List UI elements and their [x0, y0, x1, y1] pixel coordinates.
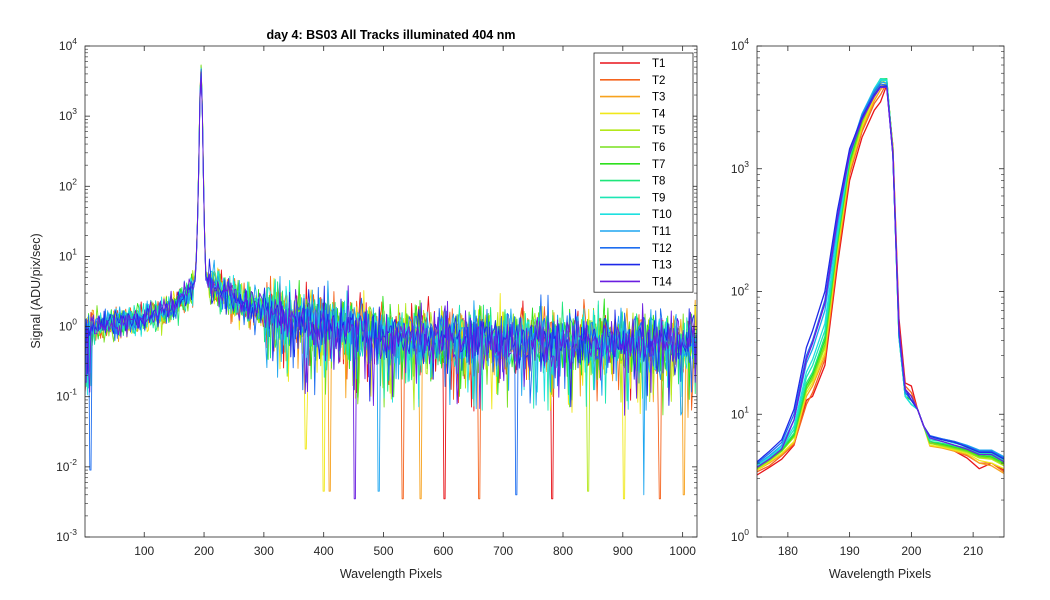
main-y-tick-label: 10-1: [56, 387, 77, 404]
legend-box: [593, 52, 694, 293]
main-y-tick-label: 102: [59, 176, 77, 193]
main-x-tick-label: 600: [433, 544, 453, 558]
legend-label-t8: T8: [652, 176, 665, 188]
zoom-y-tick-label: 100: [731, 527, 749, 544]
main-x-tick-label: 700: [493, 544, 513, 558]
main-y-tick-label: 100: [59, 317, 77, 334]
main-axes: 100 200 300 400 500 600 700 800 900 1000 10-3 10-2 1…: [56, 36, 698, 558]
zoom-y-tick-label: 104: [731, 36, 749, 53]
main-x-tick-label: 900: [613, 544, 633, 558]
legend-label-t7: T7: [652, 159, 665, 171]
main-chart: day 4: BS03 All Tracks illuminated 404 n…: [29, 28, 698, 581]
main-x-tick-label: 300: [254, 544, 274, 558]
legend-label-t11: T11: [652, 226, 671, 238]
zoom-axes: 180 190 200 210 100 101 102 103 104: [731, 36, 1005, 558]
main-frame: [84, 45, 698, 538]
series-line-t12: [85, 68, 697, 496]
legend-label-t5: T5: [652, 125, 665, 137]
zoom-series-line-t14: [757, 86, 1004, 468]
zoom-x-tick-label: 180: [778, 544, 798, 558]
x-axis-label: Wavelength Pixels: [340, 567, 442, 581]
zoom-series-group: [757, 78, 1004, 476]
zoom-x-tick-label: 200: [901, 544, 921, 558]
chart-title: day 4: BS03 All Tracks illuminated 404 n…: [267, 28, 516, 42]
main-x-tick-label: 500: [374, 544, 394, 558]
main-x-tick-label: 800: [553, 544, 573, 558]
legend-label-t1: T1: [652, 58, 665, 70]
zoom-x-axis-label: Wavelength Pixels: [829, 567, 931, 581]
series-line-t14: [85, 71, 697, 500]
y-axis-label: Signal (ADU/pix/sec): [29, 233, 43, 348]
series-line-t13: [85, 73, 697, 408]
main-y-tick-label: 104: [59, 36, 77, 53]
legend-label-t3: T3: [652, 92, 665, 104]
legend-label-t10: T10: [652, 209, 672, 221]
main-x-tick-label: 200: [194, 544, 214, 558]
main-x-tick-label: 100: [134, 544, 154, 558]
legend-label-t13: T13: [652, 260, 672, 272]
zoom-plot-area: [757, 46, 1004, 537]
zoom-y-tick-label: 103: [731, 159, 749, 176]
main-y-tick-label: 10-3: [56, 527, 77, 544]
main-y-tick-label: 10-2: [56, 457, 77, 474]
legend-label-t9: T9: [652, 192, 665, 204]
legend-label-t6: T6: [652, 142, 665, 154]
legend-label-t14: T14: [652, 276, 672, 288]
main-x-tick-label: 400: [314, 544, 334, 558]
zoom-y-tick-label: 101: [731, 404, 749, 421]
zoom-y-tick-label: 102: [731, 282, 749, 299]
main-y-tick-label: 103: [59, 106, 77, 123]
legend-label-t2: T2: [652, 75, 665, 87]
legend-label-t4: T4: [652, 108, 666, 120]
zoom-x-tick-label: 190: [840, 544, 860, 558]
zoom-x-tick-label: 210: [963, 544, 983, 558]
main-x-tick-label: 1000: [669, 544, 696, 558]
legend: T1 T2 T3 T4 T5 T6 T7 T8 T9 T10 T11 T12 T13 T14: [593, 52, 694, 293]
legend-label-t12: T12: [652, 243, 672, 255]
main-y-tick-label: 101: [59, 246, 77, 263]
zoom-chart: 180 190 200 210 100 101 102 103 104 Wavelength P…: [731, 36, 1005, 581]
main-series-group: [85, 64, 697, 500]
